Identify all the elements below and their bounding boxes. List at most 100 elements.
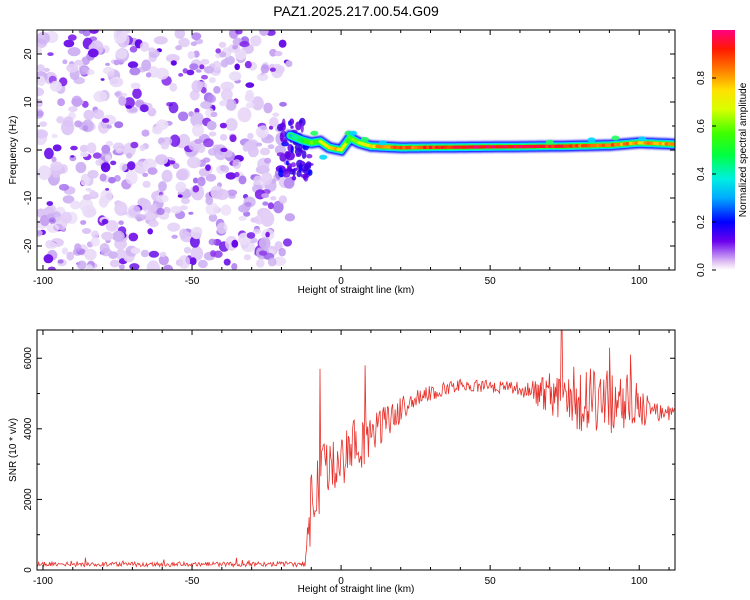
spectrogram-noise-blob (223, 258, 231, 266)
spectrogram-noise-blob (207, 148, 218, 156)
spectrogram-noise-blob (203, 66, 215, 74)
spectrogram-noise-blob (50, 80, 62, 92)
x-tick-label: -100 (33, 276, 53, 287)
spectrogram-noise-blob (105, 62, 111, 66)
spectrogram-noise-blob (218, 41, 227, 48)
spectrogram-noise-blob (91, 230, 99, 239)
spectrogram-noise-blob (179, 228, 188, 239)
spectrogram-noise-blob (278, 195, 287, 204)
spectrogram-noise-blob (235, 30, 243, 35)
spectrogram-noise-blob (37, 98, 43, 108)
spectrogram-noise-blob (127, 161, 136, 171)
spectrogram-transition-blob (300, 123, 304, 133)
spectrogram-noise-blob (174, 30, 186, 39)
spectrogram-noise-blob (213, 86, 221, 94)
spectrogram-noise-blob (90, 236, 100, 247)
spectrogram-transition-blob (279, 122, 286, 131)
spectrogram-noise-blob (278, 247, 286, 257)
snr-series-line (37, 330, 675, 568)
spectrogram-noise-blob (170, 60, 177, 66)
spectrogram-noise-blob (37, 46, 42, 55)
colorbar-tick-label: 0.4 (696, 167, 707, 181)
spectrogram-noise-blob (129, 67, 141, 76)
spectrogram-noise-blob (137, 197, 148, 208)
spectrogram-noise-blob (187, 51, 195, 60)
spectrogram-noise-blob (186, 69, 195, 76)
spectrogram-noise-blob (66, 251, 74, 261)
spectrogram-noise-blob (47, 52, 54, 56)
spectrogram-noise-blob (63, 39, 75, 48)
spectrogram-noise-blob (190, 246, 204, 261)
spectrogram-noise-blob (225, 118, 238, 131)
spectrogram-noise-blob (158, 181, 167, 192)
spectrogram-noise-blob (273, 200, 284, 214)
spectrogram-noise-blob (142, 180, 151, 188)
spectrogram-noise-blob (242, 143, 250, 152)
spectrogram-noise-blob (148, 250, 160, 258)
spectrogram-noise-blob (93, 90, 108, 103)
spectrogram-noise-blob (128, 232, 139, 242)
spectrogram-noise-blob (252, 228, 261, 235)
spectrogram-noise-blob (105, 220, 119, 232)
spectrogram-transition-blob (294, 144, 303, 151)
spectrogram-noise-blob (212, 60, 222, 71)
spectrogram-noise-blob (125, 105, 132, 109)
spectrogram-noise-blob (155, 67, 169, 80)
spectrogram-transition-blob (282, 171, 291, 178)
y-tick-label: 0 (23, 147, 34, 153)
spectrogram-noise-blob (118, 220, 124, 225)
spectrogram-noise-blob (110, 160, 117, 166)
spectrogram-transition-blob (292, 168, 296, 177)
spectrogram-noise-blob (113, 59, 120, 66)
spectrogram-noise-blob (216, 222, 228, 234)
spectrogram-noise-blob (73, 77, 85, 85)
spectrogram-noise-blob (43, 254, 54, 264)
spectrogram-noise-blob (68, 106, 78, 113)
y-tick-label: 0 (23, 567, 34, 573)
colorbar-tick-label: 0.8 (696, 71, 707, 85)
spectrogram-transition-blob (306, 154, 313, 159)
y-tick-label: 4000 (23, 417, 34, 440)
spectrogram-noise-blob (63, 116, 74, 127)
spectrogram-noise-blob (205, 196, 214, 205)
spectrogram-noise-blob (81, 228, 92, 234)
spectrogram-noise-blob (269, 67, 276, 72)
spectrogram-noise-blob (258, 237, 271, 250)
spectrogram-noise-blob (37, 110, 44, 117)
spectrogram-noise-blob (146, 260, 160, 270)
colorbar-gradient (712, 30, 735, 270)
spectrogram-noise-blob (89, 30, 99, 34)
spectrogram-noise-blob (125, 170, 138, 185)
spectrogram-noise-blobs (37, 30, 314, 270)
spectrogram-noise-blob (232, 159, 242, 169)
spectrogram-noise-blob (92, 109, 105, 120)
spectrogram-transition-blob (295, 153, 302, 157)
spectrogram-noise-blob (231, 239, 239, 248)
spectrogram-noise-blob (148, 220, 159, 228)
spectrogram-noise-blob (178, 37, 190, 48)
spectrogram-noise-blob (237, 107, 252, 123)
spectrogram-xlabel: Height of straight line (km) (298, 285, 415, 296)
spectrogram-transition-blob (290, 162, 296, 168)
spectrogram-noise-blob (254, 215, 265, 225)
spectrogram-noise-blob (200, 100, 213, 110)
spectrogram-noise-blob (239, 41, 250, 48)
spectrogram-noise-blob (261, 193, 269, 199)
spectrogram-noise-blob (238, 175, 247, 185)
spectrogram-noise-blob (153, 36, 168, 45)
spectrogram-noise-blob (229, 71, 242, 81)
spectrogram-signal-ridge (284, 130, 675, 160)
spectrogram-noise-blob (89, 189, 96, 198)
spectrogram-noise-blob (101, 231, 114, 241)
ridge-side-blob (349, 130, 357, 136)
spectrogram-noise-blob (219, 122, 227, 129)
spectrogram-noise-blob (220, 59, 229, 68)
spectrogram-noise-blob (220, 204, 232, 216)
spectrogram-transition-blob (301, 160, 305, 165)
spectrogram-noise-blob (189, 257, 197, 266)
spectrogram-transition-blob (276, 152, 285, 157)
spectrogram-noise-blob (115, 147, 124, 154)
spectrogram-noise-blob (66, 63, 79, 73)
spectrogram-noise-blob (260, 125, 268, 131)
